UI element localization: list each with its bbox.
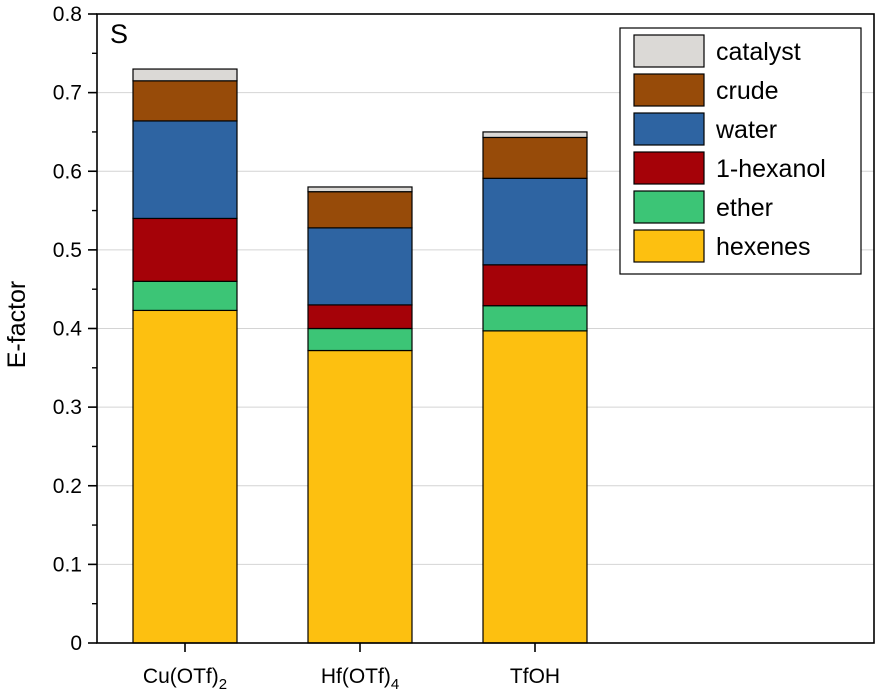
legend-label: 1-hexanol [716, 155, 826, 183]
y-tick-label: 0.6 [53, 160, 82, 183]
bar-segment-1-hexanol [307, 304, 413, 330]
legend-swatch [633, 112, 705, 146]
bar-segment-catalyst [307, 186, 413, 193]
bar-segment-crude [132, 80, 238, 122]
bar-segment-hexenes [482, 330, 588, 644]
bar-segment-ether [482, 305, 588, 332]
bars [132, 68, 588, 644]
legend-label: hexenes [716, 233, 811, 261]
y-tick-label: 0.8 [53, 3, 82, 26]
legend-swatch [633, 73, 705, 107]
bar-segment-catalyst [482, 131, 588, 139]
y-tick-label: 0.2 [53, 475, 82, 498]
y-axis-ticks: 0 0.1 0.2 0.3 0.4 0.5 0.6 0.7 0.8 [53, 3, 97, 655]
bar-segment-water [482, 177, 588, 266]
legend-label: catalyst [716, 38, 801, 66]
panel-label: S [110, 19, 128, 49]
bar-segment-catalyst [132, 68, 238, 82]
bar-segment-1-hexanol [482, 264, 588, 307]
bar-segment-water [132, 120, 238, 220]
bar-segment-water [307, 227, 413, 306]
y-tick-label: 0 [70, 632, 82, 655]
legend-swatch [633, 229, 705, 263]
legend-label: water [715, 116, 777, 144]
x-category-label: TfOH [510, 665, 560, 688]
legend-swatch [633, 190, 705, 224]
legend-label: crude [716, 77, 779, 105]
bar-segment-ether [132, 280, 238, 312]
bar-segment-crude [482, 136, 588, 179]
legend-label: ether [716, 194, 773, 222]
y-tick-label: 0.4 [53, 318, 83, 341]
bar-segment-hexenes [307, 349, 413, 644]
y-tick-label: 0.7 [53, 82, 82, 105]
bar-segment-hexenes [132, 309, 238, 644]
y-tick-label: 0.1 [53, 553, 82, 576]
bar-segment-ether [307, 327, 413, 352]
y-tick-label: 0.3 [53, 396, 82, 419]
y-tick-label: 0.5 [53, 239, 82, 262]
legend-swatch [633, 34, 705, 68]
bar-segment-1-hexanol [132, 217, 238, 282]
bar-segment-crude [307, 191, 413, 229]
legend: catalyst crude water 1-hexanol ether hexenes [619, 27, 862, 275]
legend-swatch [633, 151, 705, 185]
y-axis-title: E-factor [3, 281, 31, 369]
